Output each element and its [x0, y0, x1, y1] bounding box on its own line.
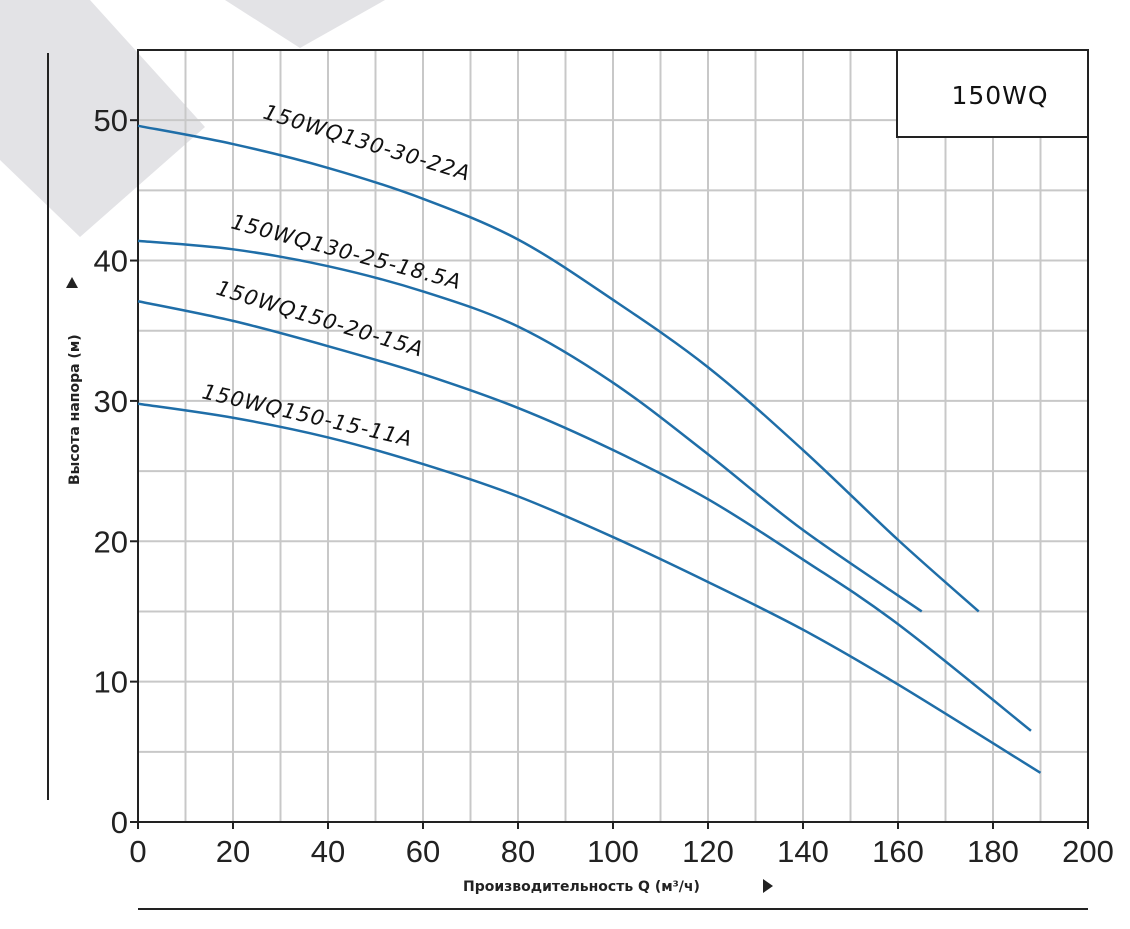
y-tick-label: 0: [111, 805, 128, 840]
watermark-shape: [225, 0, 385, 48]
y-axis-arrow-icon: [66, 277, 78, 288]
x-tick-label: 140: [777, 834, 829, 869]
series-line: [137, 300, 1032, 732]
watermark-shape: [0, 0, 205, 237]
legend-box: 150WQ: [896, 49, 1089, 138]
x-axis-arrow-icon: [763, 879, 773, 893]
curves: [137, 124, 1042, 774]
x-tick-label: 40: [311, 834, 345, 869]
y-tick-label: 10: [94, 665, 128, 700]
x-tick-label: 100: [587, 834, 639, 869]
series-line: [137, 402, 1042, 774]
series-label: 150WQ130-30-22A: [261, 100, 474, 186]
x-tick-label: 80: [501, 834, 535, 869]
y-tick-label: 30: [94, 384, 128, 419]
series-line: [137, 124, 980, 613]
x-tick-label: 200: [1062, 834, 1114, 869]
ticks: 0 20 40 60 80 100 120 140 160 180 200 0 10 20 30 40 50: [94, 103, 1114, 869]
y-tick-label: 50: [94, 103, 128, 138]
x-tick-label: 180: [967, 834, 1019, 869]
x-tick-label: 120: [682, 834, 734, 869]
y-axis-label: Высота напора (м): [67, 334, 83, 485]
x-tick-label: 160: [872, 834, 924, 869]
series-line: [137, 239, 923, 613]
x-axis-label: Производительность Q (м³/ч): [463, 879, 700, 895]
watermark: [0, 0, 385, 237]
y-tick-label: 40: [94, 244, 128, 279]
x-tick-label: 0: [129, 834, 146, 869]
series-label: 150WQ130-25-18.5A: [229, 210, 465, 295]
legend-title: 150WQ: [951, 81, 1048, 110]
curve-labels: 150WQ130-30-22A 150WQ130-25-18.5A150WQ150…: [200, 100, 474, 452]
grid: [137, 49, 1089, 823]
x-tick-label: 60: [406, 834, 440, 869]
series-label: 150WQ150-20-15A: [214, 276, 427, 362]
x-tick-label: 20: [216, 834, 250, 869]
y-tick-label: 20: [94, 524, 128, 559]
